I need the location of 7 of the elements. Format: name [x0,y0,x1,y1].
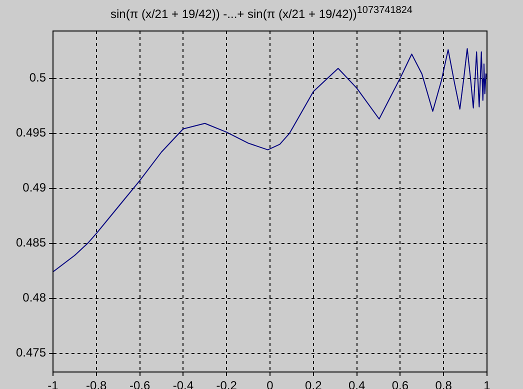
y-tick-label: 0.485 [16,236,46,250]
y-tick-label: 0.49 [22,180,46,195]
y-tick-label: 0.495 [16,126,46,140]
y-tick-label: 0.475 [16,346,46,360]
y-tick-label: 0.48 [22,290,46,305]
chart-title: sin(π (x/21 + 19/42)) -...+ sin(π (x/21 + 19/42))$^{1073741824}$ [110,5,414,21]
y-tick-label: 0.5 [29,70,46,85]
